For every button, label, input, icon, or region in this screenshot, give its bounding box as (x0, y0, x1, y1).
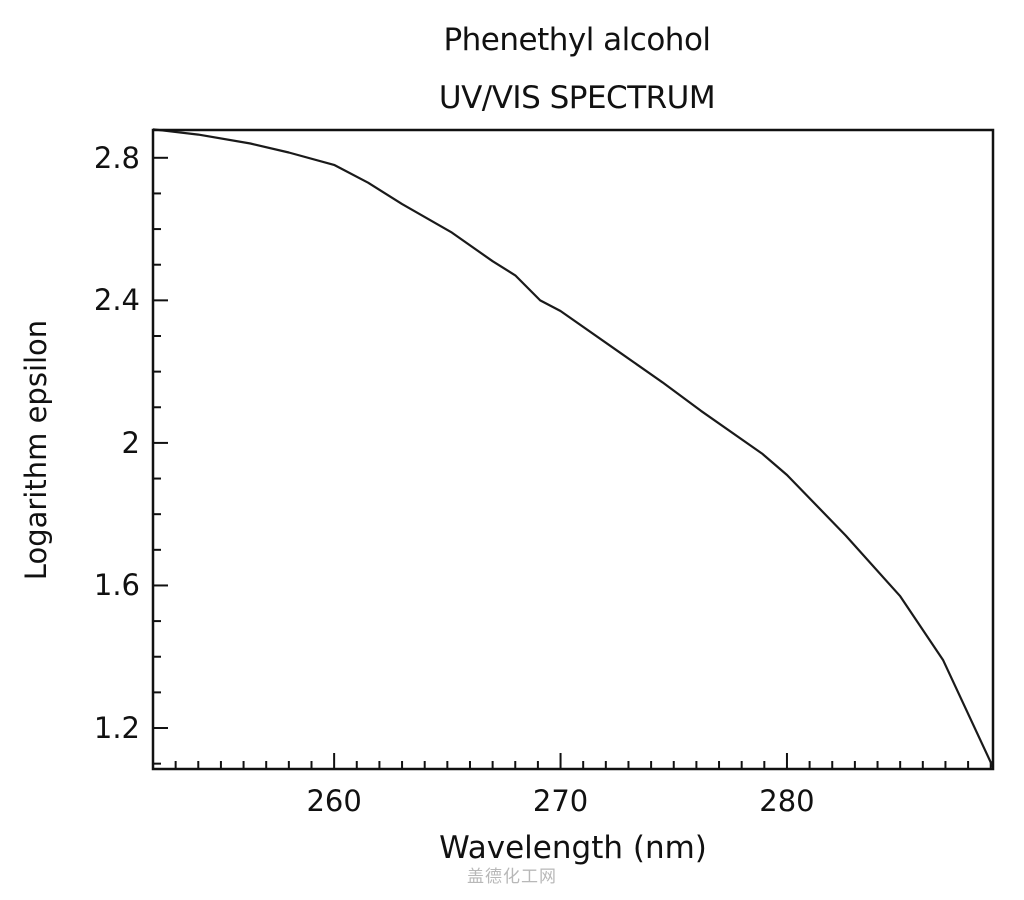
y-tick-label: 2 (121, 425, 140, 460)
major-ticks (153, 156, 788, 769)
spectrum-line (152, 128, 994, 768)
x-tick-label: 260 (306, 784, 362, 818)
x-axis-label: Wavelength (nm) (439, 830, 707, 866)
plot-frame (151, 128, 995, 771)
y-tick-label: 1.6 (93, 568, 140, 603)
x-tick-label: 280 (759, 784, 815, 818)
minor-ticks (152, 192, 992, 769)
y-tick-label: 1.2 (93, 711, 140, 746)
chart-title: Phenethyl alcohol (443, 22, 711, 58)
watermark: 盖德化工网 (467, 867, 557, 887)
chart-subtitle: UV/VIS SPECTRUM (438, 80, 716, 116)
y-tick-label: 2.4 (93, 283, 140, 318)
y-tick-label: 2.8 (93, 140, 140, 175)
x-tick-label: 270 (532, 784, 589, 818)
